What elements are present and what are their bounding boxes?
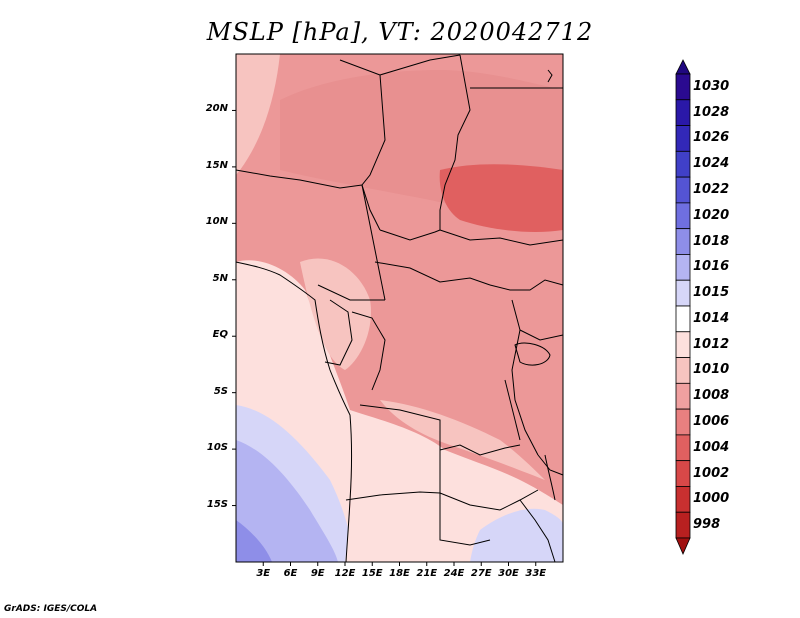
colorbar-label: 1028	[693, 104, 730, 120]
colorbar-bottom-arrow	[675, 537, 691, 555]
field-gabon-light	[300, 258, 371, 370]
border-egypt-sudan-nile	[547, 69, 553, 83]
colorbar-swatch	[675, 486, 691, 513]
x-tick-label: 33E	[525, 568, 547, 579]
colorbar-label: 1026	[693, 130, 730, 146]
y-tick-label: 5S	[213, 385, 228, 397]
colorbar-swatch	[675, 511, 691, 539]
border-car-south	[374, 261, 491, 286]
x-tick-label: 21E	[416, 568, 438, 579]
border-tanzania-south	[537, 454, 564, 476]
colorbar-swatch	[675, 176, 691, 204]
country-borders	[235, 54, 564, 563]
border-mozambique	[519, 499, 556, 563]
colorbar-swatch	[675, 382, 691, 410]
colorbar-label: 1012	[693, 336, 730, 352]
x-tick-label: 24E	[443, 568, 465, 579]
y-tick-label: 10N	[205, 216, 228, 228]
colorbar-label: 1008	[693, 388, 730, 404]
axis-ticks	[232, 109, 537, 566]
border-lake-malawi	[544, 454, 556, 501]
colorbar-label: 1010	[693, 362, 730, 378]
colorbar-swatch	[675, 99, 691, 126]
y-tick-label: 10S	[206, 442, 228, 454]
border-cameroon-south	[317, 284, 385, 301]
border-sudan-southsudan	[439, 229, 564, 246]
x-tick-label: 6E	[283, 568, 298, 579]
border-lake-victoria	[514, 342, 551, 366]
colorbar-label: 1016	[693, 259, 730, 275]
coastline-west	[235, 261, 352, 563]
border-libya-chad	[379, 54, 461, 76]
colorbar-swatch	[675, 202, 691, 230]
colorbar-swatch	[675, 150, 691, 178]
colorbar-label: 1018	[693, 233, 730, 249]
colorbar-swatch	[675, 408, 691, 436]
colorbar-label: 1020	[693, 207, 730, 223]
colorbar-label: 998	[693, 517, 721, 533]
y-tick-label: EQ	[212, 329, 228, 341]
x-tick-label: 3E	[256, 568, 271, 579]
colorbar-swatch	[675, 73, 691, 101]
border-lake-tanganyika	[504, 379, 521, 441]
colorbar-label: 1014	[693, 310, 730, 326]
x-tick-label: 18E	[389, 568, 410, 579]
y-tick-label: 15N	[205, 159, 228, 171]
border-botswana	[439, 493, 491, 546]
colorbar-swatch	[675, 125, 691, 152]
border-chad-car	[379, 229, 441, 241]
border-zambia-south	[439, 489, 539, 511]
field-south-atlantic-coolest	[236, 520, 272, 562]
x-tick-label: 9E	[310, 568, 325, 579]
border-cameroon-east	[361, 184, 386, 301]
colorbar-swatch	[675, 279, 691, 307]
field-highlands	[380, 400, 545, 480]
colorbar-swatch	[675, 357, 691, 384]
border-drc-south	[359, 404, 521, 456]
colorbar-label: 1002	[693, 465, 730, 481]
border-drc-east	[511, 299, 539, 456]
y-tick-label: 15S	[206, 498, 228, 510]
border-congo-drc	[351, 311, 386, 391]
map-title: MSLP [hPa], VT: 2020042712	[206, 18, 594, 46]
x-tick-label: 30E	[498, 568, 519, 579]
colorbar-swatch	[675, 460, 691, 487]
colorbar-label: 1000	[693, 491, 730, 507]
grads-credit: GrADS: IGES/COLA	[4, 604, 98, 614]
colorbar-label: 1004	[693, 439, 730, 455]
border-chad-east	[439, 54, 471, 230]
x-tick-label: 15E	[361, 568, 383, 579]
x-tick-label: 27E	[470, 568, 492, 579]
colorbar-swatch	[675, 331, 691, 358]
colorbar-swatch	[675, 305, 691, 333]
field-ocean-northwest	[236, 54, 280, 175]
colorbar-label: 1006	[693, 414, 730, 429]
border-niger-nigeria	[235, 169, 363, 189]
y-tick-label: 20N	[205, 103, 228, 115]
border-gabon	[324, 299, 353, 366]
border-angola-namibia	[345, 491, 441, 501]
pressure-field	[236, 54, 563, 562]
colorbar-label: 1015	[693, 285, 730, 301]
field-mozambique-high	[470, 508, 563, 562]
x-tick-label: 12E	[334, 568, 356, 579]
colorbar-top-arrow	[675, 59, 691, 75]
colorbar-swatch	[675, 254, 691, 281]
colorbar-label: 1030	[693, 78, 730, 94]
border-kenya-uganda	[519, 329, 564, 341]
colorbar	[675, 59, 691, 555]
colorbar-swatch	[675, 228, 691, 255]
colorbar-label: 1022	[693, 182, 730, 197]
y-tick-label: 5N	[212, 272, 228, 284]
field-sudan-low	[439, 164, 563, 232]
colorbar-swatch	[675, 434, 691, 462]
field-south-atlantic-cooler	[236, 440, 338, 562]
border-southsudan-south	[489, 279, 564, 291]
colorbar-label: 1024	[693, 156, 730, 172]
